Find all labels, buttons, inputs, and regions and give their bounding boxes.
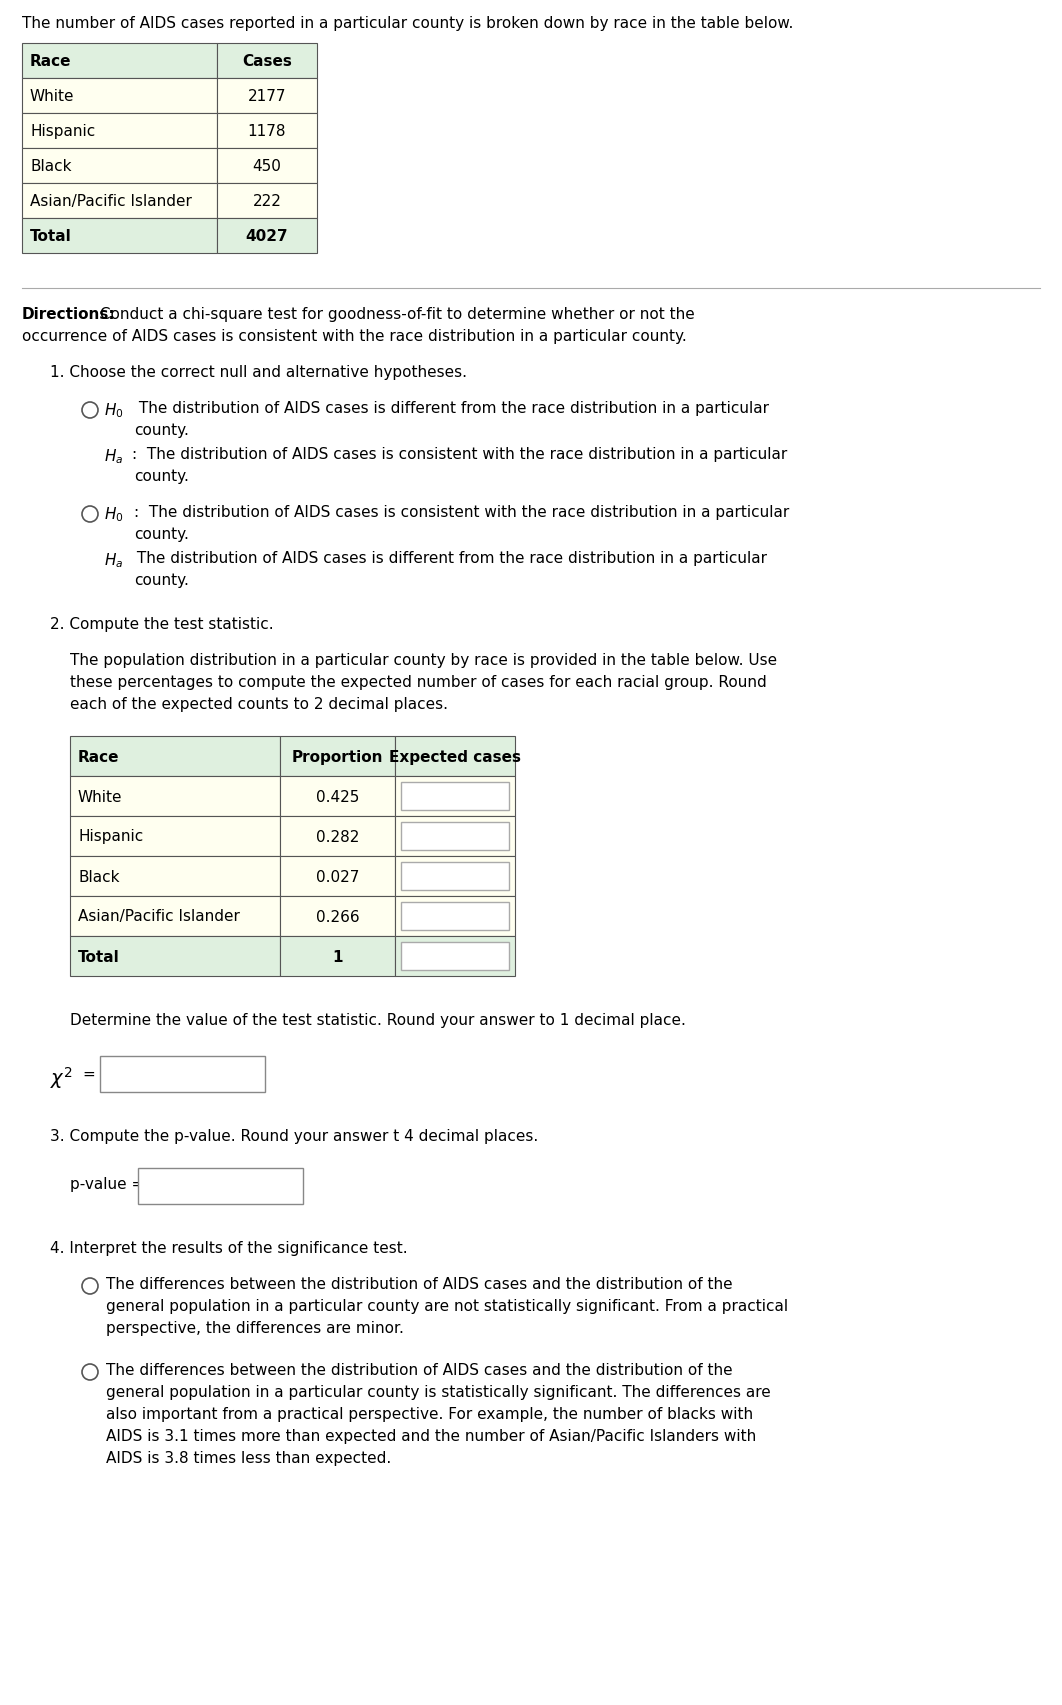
Text: also important from a practical perspective. For example, the number of blacks w: also important from a practical perspect… (106, 1407, 753, 1422)
Text: The population distribution in a particular county by race is provided in the ta: The population distribution in a particu… (70, 653, 777, 668)
Bar (217, 44, 316, 78)
Bar (401, 822, 509, 851)
Text: :  The distribution of AIDS cases is consistent with the race distribution in a : : The distribution of AIDS cases is cons… (134, 505, 789, 520)
Text: :  The distribution of AIDS cases is consistent with the race distribution in a : : The distribution of AIDS cases is cons… (132, 447, 787, 462)
Text: The distribution of AIDS cases is different from the race distribution in a part: The distribution of AIDS cases is differ… (132, 551, 767, 566)
Text: Black: Black (30, 159, 71, 174)
Text: The distribution of AIDS cases is different from the race distribution in a part: The distribution of AIDS cases is differ… (134, 401, 769, 416)
Text: Hispanic: Hispanic (78, 829, 143, 844)
Bar (22, 78, 217, 114)
Bar (395, 936, 515, 977)
Bar (280, 817, 395, 856)
Bar (401, 902, 509, 931)
Text: Cases: Cases (242, 55, 292, 68)
Text: Race: Race (78, 748, 120, 764)
Bar (70, 817, 280, 856)
Text: 4027: 4027 (245, 228, 288, 244)
Bar (395, 856, 515, 897)
Text: 222: 222 (253, 194, 281, 210)
Text: White: White (30, 89, 74, 104)
Bar (280, 737, 395, 776)
Bar (395, 737, 515, 776)
Text: 2177: 2177 (247, 89, 287, 104)
Bar (401, 943, 509, 970)
Text: AIDS is 3.8 times less than expected.: AIDS is 3.8 times less than expected. (106, 1451, 391, 1465)
Text: The differences between the distribution of AIDS cases and the distribution of t: The differences between the distribution… (106, 1277, 733, 1291)
Text: general population in a particular county are not statistically significant. Fro: general population in a particular count… (106, 1298, 788, 1313)
Text: general population in a particular county is statistically significant. The diff: general population in a particular count… (106, 1384, 771, 1400)
Bar (395, 817, 515, 856)
Text: Proportion: Proportion (292, 748, 383, 764)
Text: 3. Compute the p-value. Round your answer t 4 decimal places.: 3. Compute the p-value. Round your answe… (50, 1129, 538, 1144)
Text: 1. Choose the correct null and alternative hypotheses.: 1. Choose the correct null and alternati… (50, 365, 467, 380)
Text: Conduct a chi-square test for goodness-of-fit to determine whether or not the: Conduct a chi-square test for goodness-o… (95, 307, 695, 322)
Text: 0.027: 0.027 (315, 870, 359, 883)
Bar (401, 863, 509, 890)
Text: 0.425: 0.425 (315, 789, 359, 805)
Bar (70, 776, 280, 817)
Bar (280, 897, 395, 936)
Bar (138, 1168, 303, 1204)
Bar (395, 897, 515, 936)
Text: Total: Total (30, 228, 72, 244)
Bar (22, 44, 217, 78)
Text: =: = (82, 1066, 95, 1081)
Bar (217, 148, 316, 184)
Text: 2. Compute the test statistic.: 2. Compute the test statistic. (50, 617, 274, 631)
Text: Total: Total (78, 950, 120, 963)
Text: 1178: 1178 (247, 124, 287, 138)
Text: Directions:: Directions: (22, 307, 116, 322)
Bar (22, 218, 217, 254)
Text: $\chi^2$: $\chi^2$ (50, 1064, 72, 1089)
Bar (100, 1057, 266, 1093)
Text: $H_a$: $H_a$ (104, 447, 123, 465)
Text: county.: county. (134, 423, 189, 438)
Text: 450: 450 (253, 159, 281, 174)
Text: AIDS is 3.1 times more than expected and the number of Asian/Pacific Islanders w: AIDS is 3.1 times more than expected and… (106, 1429, 756, 1442)
Text: Black: Black (78, 870, 120, 883)
Bar (280, 776, 395, 817)
Bar (70, 856, 280, 897)
Bar (217, 114, 316, 148)
Text: county.: county. (134, 527, 189, 542)
Text: 0.266: 0.266 (315, 909, 359, 924)
Bar (280, 856, 395, 897)
Bar (70, 897, 280, 936)
Text: county.: county. (134, 469, 189, 484)
Text: 4. Interpret the results of the significance test.: 4. Interpret the results of the signific… (50, 1240, 408, 1255)
Text: Hispanic: Hispanic (30, 124, 96, 138)
Bar (22, 148, 217, 184)
Bar (22, 114, 217, 148)
Text: perspective, the differences are minor.: perspective, the differences are minor. (106, 1320, 404, 1335)
Bar (70, 737, 280, 776)
Text: county.: county. (134, 573, 189, 588)
Text: The number of AIDS cases reported in a particular county is broken down by race : The number of AIDS cases reported in a p… (22, 15, 793, 31)
Bar (22, 184, 217, 218)
Text: each of the expected counts to 2 decimal places.: each of the expected counts to 2 decimal… (70, 697, 448, 711)
Text: 1: 1 (332, 950, 343, 963)
Text: $H_0$: $H_0$ (104, 505, 123, 523)
Text: $H_a$: $H_a$ (104, 551, 123, 569)
Text: Asian/Pacific Islander: Asian/Pacific Islander (30, 194, 192, 210)
Bar (217, 218, 316, 254)
Text: p-value =: p-value = (70, 1176, 144, 1192)
Text: White: White (78, 789, 122, 805)
Text: Asian/Pacific Islander: Asian/Pacific Islander (78, 909, 240, 924)
Bar (70, 936, 280, 977)
Text: The differences between the distribution of AIDS cases and the distribution of t: The differences between the distribution… (106, 1362, 733, 1378)
Text: these percentages to compute the expected number of cases for each racial group.: these percentages to compute the expecte… (70, 675, 767, 689)
Bar (401, 783, 509, 810)
Bar (217, 184, 316, 218)
Text: Race: Race (30, 55, 71, 68)
Text: Expected cases: Expected cases (389, 748, 521, 764)
Text: Determine the value of the test statistic. Round your answer to 1 decimal place.: Determine the value of the test statisti… (70, 1013, 686, 1028)
Bar (217, 78, 316, 114)
Bar (395, 776, 515, 817)
Text: $H_0$: $H_0$ (104, 401, 123, 419)
Text: 0.282: 0.282 (315, 829, 359, 844)
Bar (280, 936, 395, 977)
Text: occurrence of AIDS cases is consistent with the race distribution in a particula: occurrence of AIDS cases is consistent w… (22, 329, 687, 344)
